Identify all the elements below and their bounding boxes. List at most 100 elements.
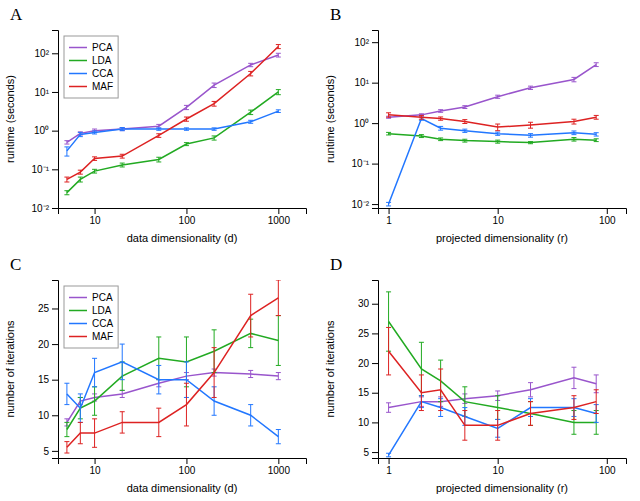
error-bar [495, 124, 500, 131]
series-line [67, 92, 278, 193]
tick-label: 1 [386, 465, 392, 476]
tick: 15 [38, 374, 58, 385]
tick-label: 10⁻² [32, 203, 50, 214]
series-line [67, 298, 278, 448]
panel: 10100100010⁻²10⁻¹10⁰10¹10²data dimension… [4, 5, 307, 244]
y-axis: 510152025 [38, 281, 59, 459]
tick: 1000 [268, 458, 291, 476]
series-line [389, 134, 597, 143]
tick-label: 100 [599, 465, 616, 476]
tick: 100 [599, 458, 616, 476]
error-bar [276, 430, 281, 444]
error-bar [248, 110, 253, 115]
error-bar [276, 110, 281, 113]
error-bar [276, 45, 281, 49]
error-bar [156, 157, 161, 162]
error-bar [386, 113, 391, 117]
tick: 1 [386, 208, 392, 226]
legend-swatch [69, 60, 87, 62]
tick: 25 [358, 328, 378, 339]
tick-mark [278, 458, 279, 464]
tick: 25 [38, 303, 58, 314]
error-bar [78, 177, 83, 182]
error-bar [212, 83, 217, 88]
error-bar [248, 63, 253, 66]
tick-mark [95, 458, 96, 464]
error-bar [212, 101, 217, 106]
tick: 10 [358, 417, 378, 428]
tick: 20 [358, 358, 378, 369]
error-bar [571, 138, 576, 142]
axis-line [52, 281, 59, 459]
tick: 10⁰ [34, 125, 58, 136]
error-bar [64, 177, 69, 182]
tick-label: 5 [43, 446, 49, 457]
error-bar [571, 396, 576, 420]
tick-label: 10¹ [35, 87, 50, 98]
legend-swatch [69, 310, 87, 312]
tick-mark [372, 42, 378, 43]
x-axis: 110100 [379, 208, 627, 226]
legend-frame [64, 286, 118, 348]
error-bar [120, 412, 125, 433]
tick-mark [372, 304, 378, 305]
series-line [389, 115, 597, 127]
legend-swatch [69, 336, 87, 338]
error-bar [248, 294, 253, 337]
tick: 100 [599, 208, 616, 226]
y-axis-title: runtime (seconds) [4, 75, 16, 163]
error-bar [248, 120, 253, 123]
tick-mark [52, 208, 58, 209]
error-bar [248, 370, 253, 377]
error-bar [248, 405, 253, 426]
series [386, 367, 599, 412]
tick-label: 25 [38, 303, 50, 314]
tick: 10 [90, 208, 102, 226]
legend-swatch [69, 47, 87, 49]
tick-mark [372, 363, 378, 364]
tick-label: 10⁻¹ [32, 164, 50, 175]
error-bar [419, 375, 424, 411]
error-bar [64, 383, 69, 404]
legend-label: PCA [92, 42, 113, 53]
tick-mark [372, 393, 378, 394]
tick-mark [372, 422, 378, 423]
error-bar [528, 402, 533, 426]
error-bar [248, 71, 253, 76]
error-bar [212, 348, 217, 398]
tick-mark [278, 208, 279, 214]
error-bar [212, 128, 217, 130]
y-axis-title: number of iterations [324, 320, 336, 418]
tick-mark [186, 458, 187, 464]
series [386, 327, 599, 440]
error-bar [78, 422, 83, 443]
axis-line [59, 459, 307, 465]
error-bar [419, 115, 424, 119]
tick-mark [52, 451, 58, 452]
error-bar [386, 403, 391, 412]
panel: 11010010⁻²10⁻¹10⁰10¹10²projected dimensi… [324, 5, 627, 244]
tick: 15 [358, 387, 378, 398]
axis-line [372, 281, 379, 459]
tick-label: 1000 [268, 465, 291, 476]
tick-mark [52, 92, 58, 93]
error-bar [438, 110, 443, 113]
series [386, 63, 599, 118]
error-bar [495, 132, 500, 135]
error-bar [92, 419, 97, 447]
axis-line [52, 31, 59, 209]
tick-label: 20 [358, 358, 370, 369]
error-bar [594, 63, 599, 67]
tick-label: 5 [363, 447, 369, 458]
error-bar [495, 140, 500, 143]
tick-mark [52, 415, 58, 416]
series-line [389, 65, 597, 118]
tick: 10⁰ [354, 118, 378, 129]
tick-label: 100 [599, 215, 616, 226]
error-bar [64, 442, 69, 453]
series [386, 292, 599, 434]
error-bar [386, 453, 391, 457]
tick: 1000 [268, 208, 291, 226]
error-bar [462, 139, 467, 142]
error-bar [184, 143, 189, 146]
